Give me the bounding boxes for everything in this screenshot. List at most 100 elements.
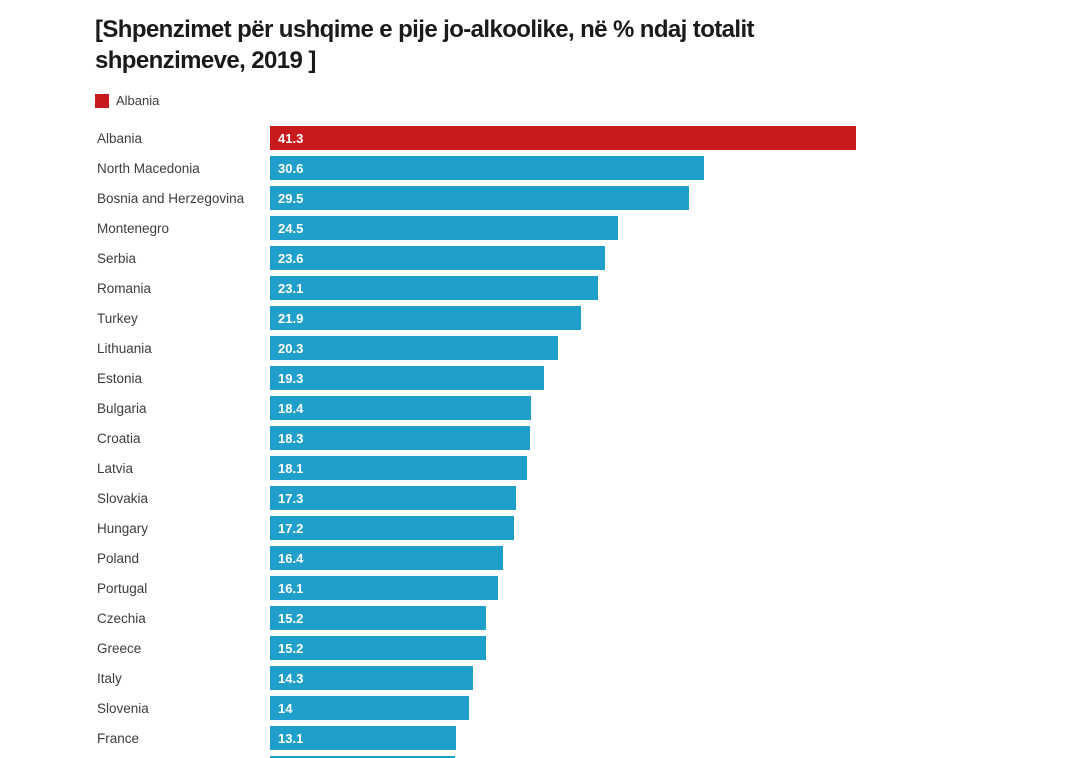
bar-track: 21.9 [270, 306, 870, 330]
category-label: Romania [97, 280, 152, 296]
bar-value-label: 17.2 [278, 520, 304, 536]
bar[interactable]: 14.3 [270, 666, 473, 690]
bar[interactable]: 15.2 [270, 636, 486, 660]
bar-track: 19.3 [270, 366, 870, 390]
bar-value-label: 18.1 [278, 460, 304, 476]
bar[interactable]: 17.2 [270, 516, 514, 540]
chart-row: Albania 41.3 [95, 126, 1079, 150]
bar-value-label: 16.4 [278, 550, 304, 566]
chart-title: [Shpenzimet për ushqime e pije jo-alkool… [95, 16, 755, 74]
chart-row: France 13.1 [95, 726, 1079, 750]
bar-value-label: 19.3 [278, 370, 304, 386]
bar[interactable]: 19.3 [270, 366, 544, 390]
bar[interactable]: 15.2 [270, 606, 486, 630]
category-label: Portugal [97, 580, 148, 596]
legend-label-albania: Albania [116, 93, 160, 108]
chart-row: Portugal 16.1 [95, 576, 1079, 600]
bar[interactable]: 21.9 [270, 306, 581, 330]
bar-track: 16.4 [270, 546, 870, 570]
bar[interactable]: 29.5 [270, 186, 689, 210]
chart-row: Greece 15.2 [95, 636, 1079, 660]
bar-value-label: 24.5 [278, 220, 304, 236]
bar-value-label: 14 [278, 700, 293, 716]
bar-value-label: 41.3 [278, 130, 304, 146]
bar[interactable]: 23.6 [270, 246, 605, 270]
bar-value-label: 23.1 [278, 280, 304, 296]
category-label: Poland [97, 550, 140, 566]
category-label: Lithuania [97, 340, 152, 356]
bar-value-label: 29.5 [278, 190, 304, 206]
bar[interactable]: 14 [270, 696, 469, 720]
bar-value-label: 15.2 [278, 610, 304, 626]
bar-track: 15.2 [270, 636, 870, 660]
bar[interactable]: 24.5 [270, 216, 618, 240]
bar-track: 29.5 [270, 186, 870, 210]
category-label: Bulgaria [97, 400, 147, 416]
bar-track: 14 [270, 696, 870, 720]
category-label: Greece [97, 640, 142, 656]
chart-row: Bulgaria 18.4 [95, 396, 1079, 420]
chart-row: North Macedonia 30.6 [95, 156, 1079, 180]
category-label: Albania [97, 130, 143, 146]
chart-row: Poland 16.4 [95, 546, 1079, 570]
chart-row: Estonia 19.3 [95, 366, 1079, 390]
bar-value-label: 23.6 [278, 250, 304, 266]
bar-value-label: 16.1 [278, 580, 304, 596]
category-label: Serbia [97, 250, 137, 266]
bar-value-label: 30.6 [278, 160, 304, 176]
chart-row: Czechia 15.2 [95, 606, 1079, 630]
bar-track [270, 756, 870, 758]
category-label: Latvia [97, 460, 134, 476]
bar-value-label: 15.2 [278, 640, 304, 656]
legend-swatch-albania [95, 93, 109, 108]
bar-track: 17.2 [270, 516, 870, 540]
chart-row: Bosnia and Herzegovina 29.5 [95, 186, 1079, 210]
bar[interactable]: 18.3 [270, 426, 530, 450]
bar-value-label: 20.3 [278, 340, 304, 356]
category-label: Hungary [97, 520, 149, 536]
category-label: Croatia [97, 430, 141, 446]
chart-row: Latvia 18.1 [95, 456, 1079, 480]
chart-row: Italy 14.3 [95, 666, 1079, 690]
chart-row: Croatia 18.3 [95, 426, 1079, 450]
category-label: Italy [97, 670, 122, 686]
chart-row: Turkey 21.9 [95, 306, 1079, 330]
bar-track: 24.5 [270, 216, 870, 240]
bar[interactable]: 20.3 [270, 336, 558, 360]
bar-track: 18.3 [270, 426, 870, 450]
chart-row: Lithuania 20.3 [95, 336, 1079, 360]
bar[interactable]: 17.3 [270, 486, 516, 510]
bar[interactable]: 41.3 [270, 126, 856, 150]
bar[interactable]: 23.1 [270, 276, 598, 300]
bar[interactable]: 16.1 [270, 576, 499, 600]
category-label: France [97, 730, 140, 746]
bar-track: 41.3 [270, 126, 870, 150]
bar-track: 16.1 [270, 576, 870, 600]
bar[interactable]: 13.1 [270, 726, 456, 750]
bar-track: 18.1 [270, 456, 870, 480]
bar-track: 30.6 [270, 156, 870, 180]
legend[interactable]: Albania [95, 93, 1079, 108]
bar-value-label: 18.3 [278, 430, 304, 446]
chart-row: Hungary 17.2 [95, 516, 1079, 540]
category-label: Slovenia [97, 700, 149, 716]
chart-row: Romania 23.1 [95, 276, 1079, 300]
bar[interactable]: 30.6 [270, 156, 705, 180]
bar[interactable]: 18.1 [270, 456, 527, 480]
chart-row: Slovenia 14 [95, 696, 1079, 720]
chart-row: Slovakia 17.3 [95, 486, 1079, 510]
category-label: Estonia [97, 370, 143, 386]
category-label: Bosnia and Herzegovina [97, 190, 245, 206]
bar-track: 15.2 [270, 606, 870, 630]
bar[interactable]: 16.4 [270, 546, 503, 570]
bar-track: 20.3 [270, 336, 870, 360]
bar[interactable] [270, 756, 455, 758]
chart-row: Montenegro 24.5 [95, 216, 1079, 240]
bar-track: 18.4 [270, 396, 870, 420]
bar-value-label: 18.4 [278, 400, 304, 416]
bar-track: 23.1 [270, 276, 870, 300]
bar[interactable]: 18.4 [270, 396, 532, 420]
bar-chart: Albania 41.3 North Macedonia 30.6 Bosnia… [95, 126, 1079, 758]
bar-track: 14.3 [270, 666, 870, 690]
